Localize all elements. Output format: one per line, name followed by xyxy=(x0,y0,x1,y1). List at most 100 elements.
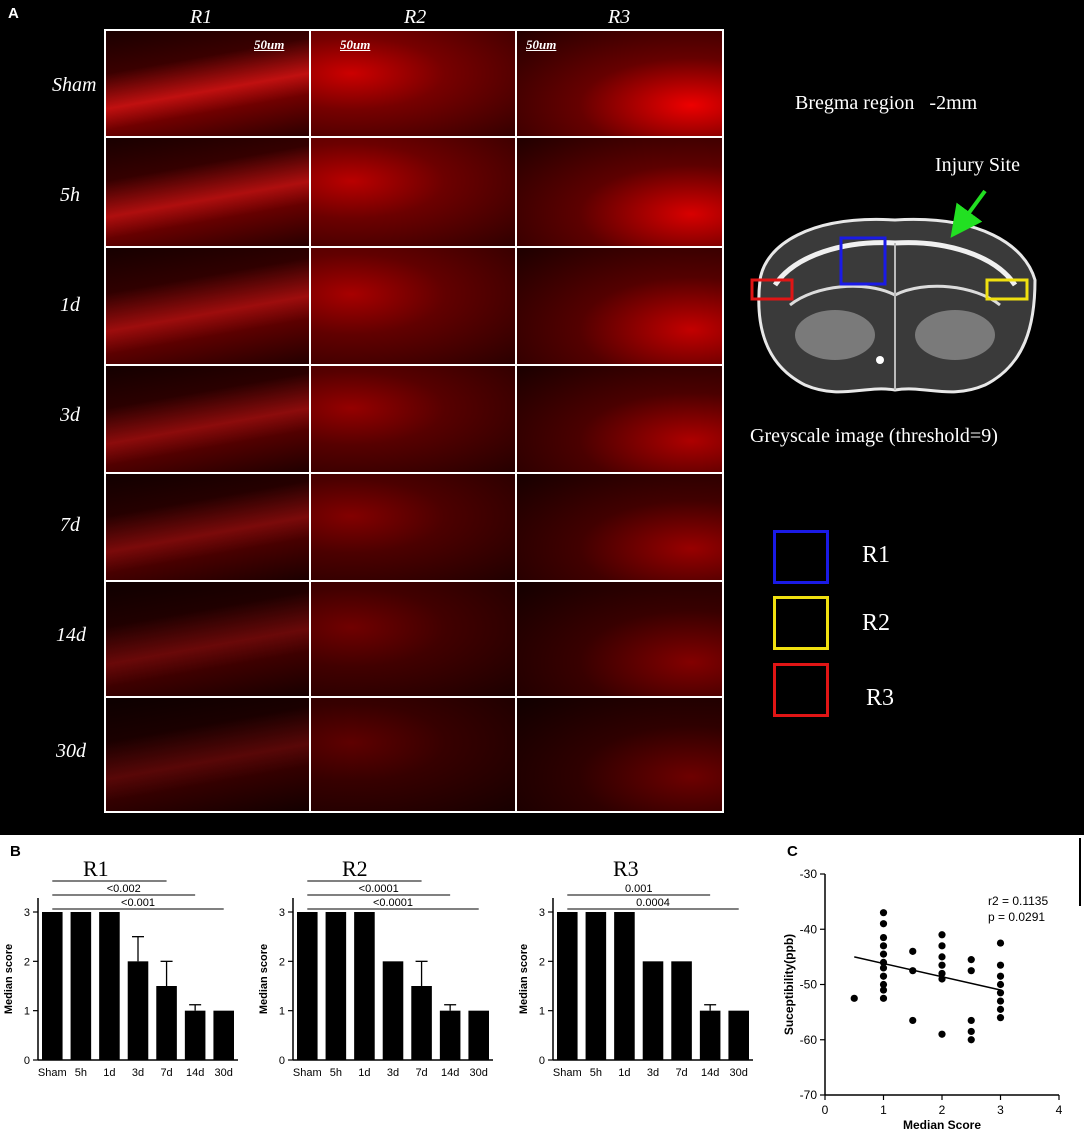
scatter-point xyxy=(879,933,888,942)
significance-label: <0.002 xyxy=(107,883,141,895)
micrograph-r3-5h xyxy=(516,137,722,247)
x-tick-label: 3d xyxy=(132,1067,144,1079)
y-tick-label: 0 xyxy=(24,1055,30,1067)
stat-label: p = 0.0291 xyxy=(988,910,1045,924)
scatter-point xyxy=(879,942,888,950)
grid-divider xyxy=(515,31,517,811)
scatter-point xyxy=(938,961,946,969)
x-tick-label: 14d xyxy=(186,1067,204,1079)
scatter-chart: -70 -60 -50 -40 -30 0 1 2 3 4 Median Score Suceptib… xyxy=(782,867,1063,1132)
bar-3d xyxy=(127,961,149,1060)
x-tick-label: Sham xyxy=(38,1067,67,1079)
grid-divider xyxy=(106,136,722,138)
scatter-point xyxy=(996,989,1005,997)
panel-a: A R1 R2 R3 Sham 5h 1d 3d 7d 14d 30d 50um… xyxy=(0,0,1084,835)
y-axis-label: Median score xyxy=(518,944,530,1014)
y-tick-label: 1 xyxy=(24,1006,30,1018)
y-axis-label: Median score xyxy=(258,944,270,1014)
significance-label: 0.001 xyxy=(625,883,653,895)
bar-Sham xyxy=(297,912,318,1060)
micrograph-r1-1d xyxy=(106,247,310,365)
bar-30d xyxy=(728,1010,749,1060)
panel-a-label: A xyxy=(8,5,19,22)
micrograph-r2-14d xyxy=(310,581,516,697)
micrograph-r1-14d xyxy=(106,581,310,697)
y-tick-label: -70 xyxy=(800,1088,818,1102)
x-tick-label: 30d xyxy=(730,1067,748,1079)
y-axis-label: Suceptibility(ppb) xyxy=(782,934,796,1035)
x-tick-label: 1d xyxy=(358,1067,370,1079)
scatter-point xyxy=(879,980,888,989)
bar-1d xyxy=(614,912,635,1060)
bar-30d xyxy=(213,1010,234,1060)
panel-c-label: C xyxy=(787,843,798,860)
scatter-point xyxy=(996,1005,1005,1013)
column-header-r2: R2 xyxy=(404,6,427,28)
stat-label: r2 = 0.1135 xyxy=(988,894,1048,908)
greyscale-caption: Greyscale image (threshold=9) xyxy=(750,425,998,447)
scale-bar-r3: 50um xyxy=(526,37,557,52)
y-tick-label: -40 xyxy=(800,922,818,936)
row-header-30d: 30d xyxy=(56,740,86,762)
y-axis-label: Median score xyxy=(3,944,15,1014)
scatter-point xyxy=(996,939,1005,947)
micrograph-r2-7d xyxy=(310,473,516,581)
micrograph-r3-14d xyxy=(516,581,722,697)
legend-swatch-r2 xyxy=(773,596,829,650)
bar-7d xyxy=(156,986,177,1060)
micrograph-r3-sham xyxy=(516,31,722,137)
micrograph-r1-7d xyxy=(106,473,310,581)
bar-14d xyxy=(184,1010,206,1060)
micrograph-grid xyxy=(104,29,724,813)
regression-line xyxy=(854,956,1001,991)
bar-chart-r1: 0 1 2 3 Median score Sham 5h 1d 3d 7d 14d 30d <0.04 <… xyxy=(3,880,238,1079)
micrograph-r1-sham xyxy=(106,31,310,137)
x-tick-label: 3d xyxy=(387,1067,399,1079)
scatter-point xyxy=(938,1030,946,1038)
micrograph-r2-30d xyxy=(310,697,516,811)
x-tick-label: 5h xyxy=(330,1067,342,1079)
scatter-point xyxy=(879,950,888,958)
bar-5h xyxy=(70,912,92,1060)
x-tick-label: 1 xyxy=(880,1103,887,1117)
x-tick-label: Sham xyxy=(553,1067,582,1079)
bar-chart-r3: 0 1 2 3 Median score Sham 5h 1d 3d 7d 14d 30d 0.001 0… xyxy=(518,883,753,1079)
x-tick-label: 30d xyxy=(470,1067,488,1079)
significance-label: <0.0001 xyxy=(359,883,399,895)
scatter-point xyxy=(996,980,1005,989)
x-tick-label: 7d xyxy=(415,1067,427,1079)
y-tick-label: -50 xyxy=(800,978,818,992)
x-tick-label: 2 xyxy=(939,1103,946,1117)
row-header-3d: 3d xyxy=(60,404,80,426)
row-header-1d: 1d xyxy=(60,294,80,316)
bar-1d xyxy=(354,912,375,1060)
micrograph-r2-5h xyxy=(310,137,516,247)
column-header-r1: R1 xyxy=(190,6,213,28)
scale-bar-r2: 50um xyxy=(340,37,371,52)
y-tick-label: 2 xyxy=(24,956,30,968)
grid-divider xyxy=(106,246,722,248)
row-header-sham: Sham xyxy=(52,74,97,96)
scatter-point xyxy=(996,972,1005,980)
legend-label-r3: R3 xyxy=(866,685,895,711)
scatter-point xyxy=(879,909,888,917)
bar-3d xyxy=(642,961,664,1060)
chart-title-r3: R3 xyxy=(613,856,639,881)
bar-chart-r2: 0 1 2 3 Median score Sham 5h 1d 3d 7d 14d 30d <0.000… xyxy=(258,880,493,1079)
y-tick-label: 0 xyxy=(539,1055,545,1067)
y-tick-label: -30 xyxy=(800,867,818,881)
y-tick-label: 0 xyxy=(279,1055,285,1067)
bregma-label: Bregma region -2mm xyxy=(795,92,978,114)
legend-label-r2: R2 xyxy=(862,610,891,636)
scatter-point xyxy=(967,967,975,975)
micrograph-r2-1d xyxy=(310,247,516,365)
legend-swatch-r1 xyxy=(773,530,829,584)
scatter-point xyxy=(996,961,1005,969)
x-tick-label: 4 xyxy=(1056,1103,1063,1117)
scatter-point xyxy=(850,994,858,1002)
bar-7d xyxy=(671,961,692,1060)
column-header-r3: R3 xyxy=(608,6,631,28)
grid-divider xyxy=(106,364,722,366)
x-tick-label: 3 xyxy=(997,1103,1004,1117)
x-tick-label: 14d xyxy=(441,1067,459,1079)
